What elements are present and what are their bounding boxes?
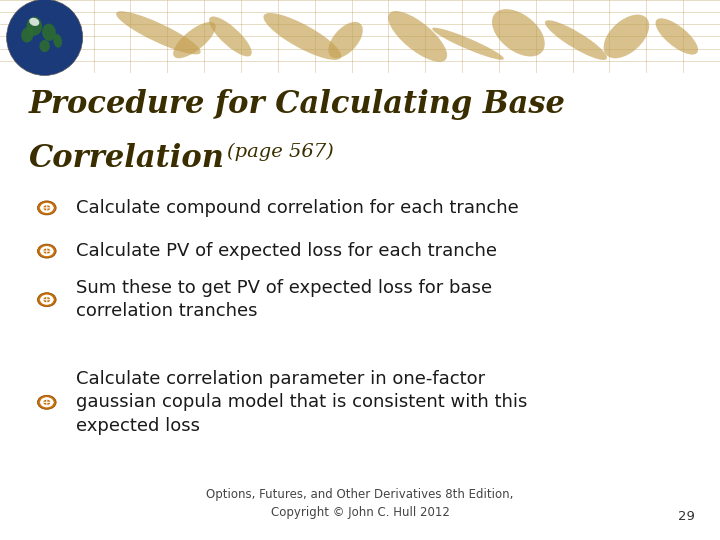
Circle shape bbox=[40, 246, 53, 256]
Text: Procedure for Calculating Base: Procedure for Calculating Base bbox=[29, 89, 566, 120]
Circle shape bbox=[40, 203, 53, 213]
Text: Sum these to get PV of expected loss for base
correlation tranches: Sum these to get PV of expected loss for… bbox=[76, 279, 492, 321]
Circle shape bbox=[6, 0, 83, 76]
Ellipse shape bbox=[603, 15, 649, 58]
Text: Calculate correlation parameter in one-factor
gaussian copula model that is cons: Calculate correlation parameter in one-f… bbox=[76, 370, 527, 435]
Text: (page 567): (page 567) bbox=[227, 143, 333, 161]
Text: Calculate PV of expected loss for each tranche: Calculate PV of expected loss for each t… bbox=[76, 242, 497, 260]
Ellipse shape bbox=[328, 22, 363, 58]
Ellipse shape bbox=[545, 20, 607, 60]
Ellipse shape bbox=[492, 9, 545, 57]
Ellipse shape bbox=[388, 11, 447, 62]
Circle shape bbox=[43, 248, 50, 254]
Ellipse shape bbox=[30, 18, 40, 26]
Circle shape bbox=[43, 400, 50, 405]
Circle shape bbox=[37, 293, 56, 307]
Circle shape bbox=[37, 395, 56, 409]
Ellipse shape bbox=[209, 17, 252, 56]
Circle shape bbox=[40, 295, 53, 305]
Text: 29: 29 bbox=[678, 510, 695, 523]
Ellipse shape bbox=[173, 22, 216, 58]
Ellipse shape bbox=[116, 11, 201, 55]
Circle shape bbox=[43, 205, 50, 211]
Ellipse shape bbox=[432, 28, 504, 60]
Circle shape bbox=[37, 201, 56, 215]
Ellipse shape bbox=[40, 40, 50, 52]
Ellipse shape bbox=[22, 27, 33, 43]
Text: Correlation: Correlation bbox=[29, 143, 225, 174]
Ellipse shape bbox=[264, 13, 341, 60]
Circle shape bbox=[43, 297, 50, 302]
Circle shape bbox=[40, 397, 53, 407]
Text: Calculate compound correlation for each tranche: Calculate compound correlation for each … bbox=[76, 199, 518, 217]
Text: Options, Futures, and Other Derivatives 8th Edition,
Copyright © John C. Hull 20: Options, Futures, and Other Derivatives … bbox=[207, 488, 513, 519]
Ellipse shape bbox=[42, 24, 56, 41]
Circle shape bbox=[37, 244, 56, 258]
Ellipse shape bbox=[53, 34, 62, 48]
Ellipse shape bbox=[655, 18, 698, 55]
Ellipse shape bbox=[27, 17, 42, 36]
